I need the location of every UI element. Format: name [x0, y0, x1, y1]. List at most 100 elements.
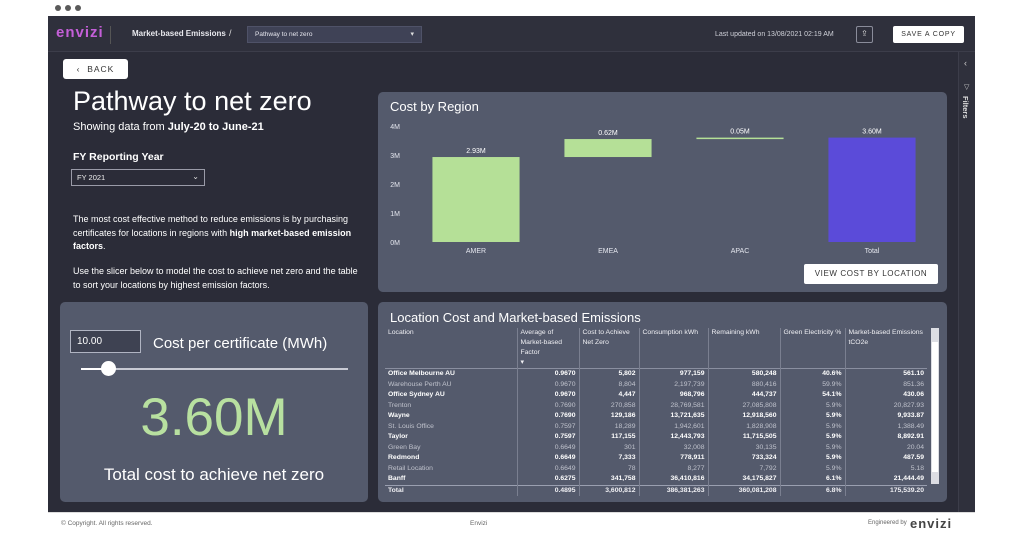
total-cell: 6.8%	[779, 484, 845, 496]
table-cell: 2,197,739	[638, 379, 708, 390]
footer: © Copyright. All rights reserved. Envizi…	[48, 512, 975, 536]
column-header[interactable]: Market-based Emissions tCO2e	[844, 328, 927, 369]
slicer-instructions: Use the slicer below to model the cost t…	[73, 266, 358, 290]
window-chrome	[48, 0, 975, 16]
column-header[interactable]: Green Electricity %	[779, 328, 845, 369]
view-cost-by-location-button[interactable]: VIEW COST BY LOCATION	[804, 264, 938, 284]
fy-dropdown-value: FY 2021	[77, 173, 106, 182]
table-row[interactable]: St. Louis Office 0.7597 18,289 1,942,601 1,8…	[385, 421, 927, 432]
table-cell: 270,858	[578, 400, 639, 411]
cost-slicer-card: 10.00 Cost per certificate (MWh) 3.60M T…	[60, 302, 368, 502]
slider-track[interactable]	[81, 368, 348, 370]
table-cell: 880,416	[707, 379, 780, 390]
table-cell: 5.9%	[779, 453, 845, 464]
breadcrumb[interactable]: Market-based Emissions	[132, 29, 226, 38]
table-cell: 0.7690	[516, 400, 579, 411]
table-row[interactable]: Taylor 0.7597 117,155 12,443,793 11,715,505 5…	[385, 432, 927, 443]
description-paragraph: The most cost effective method to reduce…	[73, 213, 363, 254]
fy-label: FY Reporting Year	[73, 151, 164, 163]
subtitle-range: July-20 to June-21	[167, 121, 264, 133]
table-row[interactable]: Trenton 0.7690 270,858 28,769,581 27,085,808…	[385, 400, 927, 411]
table-cell: 778,911	[638, 453, 708, 464]
table-cell: 0.6275	[516, 474, 579, 485]
table-row[interactable]: Banff 0.6275 341,758 36,410,816 34,175,827 6.…	[385, 474, 927, 485]
bar-amer	[432, 157, 520, 242]
table-row[interactable]: Retail Location 0.6649 78 8,277 7,792 5.9% 5.1…	[385, 463, 927, 474]
table-title: Location Cost and Market-based Emissions	[390, 310, 641, 325]
table-cell: 733,324	[707, 453, 780, 464]
table-row[interactable]: Office Melbourne AU 0.9670 5,802 977,159 580…	[385, 368, 927, 380]
table-cell: 5.9%	[779, 411, 845, 422]
table-cell: 12,443,793	[638, 432, 708, 443]
table-cell: 0.7597	[516, 432, 579, 443]
table-cell: 34,175,827	[707, 474, 780, 485]
table-row[interactable]: Office Sydney AU 0.9670 4,447 968,796 444,73…	[385, 390, 927, 401]
table-cell: 40.6%	[779, 368, 845, 380]
table-scrollbar[interactable]	[931, 328, 939, 484]
fy-dropdown[interactable]: FY 2021 ⌄	[71, 169, 205, 186]
x-tick-label: AMER	[466, 248, 486, 255]
table-cell: 78	[578, 463, 639, 474]
table-cell: 54.1%	[779, 390, 845, 401]
total-cell: Total	[385, 484, 517, 496]
column-header[interactable]: Location	[388, 329, 414, 336]
total-cell: 386,381,263	[638, 484, 708, 496]
table-row[interactable]: Wayne 0.7690 129,186 13,721,635 12,918,560 5.…	[385, 411, 927, 422]
app-window: envizi Market-based Emissions / Pathway …	[48, 0, 975, 536]
subtitle-prefix: Showing data from	[73, 121, 168, 133]
data-label: 0.62M	[598, 130, 618, 137]
data-label: 2.93M	[466, 148, 486, 155]
divider	[110, 26, 111, 44]
table-cell: 444,737	[707, 390, 780, 401]
filter-icon: ▽	[964, 84, 970, 91]
table-cell: Wayne	[388, 412, 410, 419]
window-dot-icon[interactable]	[65, 5, 71, 11]
table-row[interactable]: Warehouse Perth AU 0.9670 8,804 2,197,739 88…	[385, 379, 927, 390]
share-button[interactable]: ⇪	[856, 26, 873, 43]
table-cell: 0.9670	[516, 368, 579, 380]
table-row[interactable]: Green Bay 0.6649 301 32,008 30,135 5.9% 20.04	[385, 442, 927, 453]
column-header-sorted[interactable]: Average of Market-based Factor ▾	[516, 328, 579, 369]
column-header[interactable]: Cost to Achieve Net Zero	[578, 328, 639, 369]
y-tick-label: 1M	[390, 211, 400, 218]
column-header[interactable]: Consumption kWh	[638, 328, 708, 369]
table-cell: Retail Location	[388, 464, 433, 472]
chevron-down-icon: ⌄	[192, 172, 199, 181]
table-cell: 27,085,808	[707, 400, 780, 411]
table-cell: 5.9%	[779, 442, 845, 453]
table-cell: 13,721,635	[638, 411, 708, 422]
table-cell: Office Sydney AU	[388, 391, 445, 398]
window-dot-icon[interactable]	[75, 5, 81, 11]
view-dropdown[interactable]: Pathway to net zero ▾	[247, 26, 422, 43]
table-cell: 977,159	[638, 368, 708, 380]
table-cell: 21,444.49	[844, 474, 927, 485]
table-cell: Taylor	[388, 433, 408, 440]
x-tick-label: APAC	[731, 248, 750, 255]
save-copy-button[interactable]: SAVE A COPY	[893, 26, 964, 43]
table-cell: 20,827.93	[844, 400, 927, 411]
scrollbar-thumb[interactable]	[932, 342, 938, 472]
total-cell: 3,600,812	[578, 484, 639, 496]
table-cell: Office Melbourne AU	[385, 368, 517, 380]
table-cell: 5.9%	[779, 463, 845, 474]
table-row[interactable]: Redmond 0.6649 7,333 778,911 733,324 5.9% 487.…	[385, 453, 927, 464]
y-tick-label: 3M	[390, 153, 400, 160]
total-cell: 0.4895	[516, 484, 579, 496]
chevron-left-icon[interactable]: ‹	[964, 58, 967, 68]
table-cell: 0.7690	[516, 411, 579, 422]
filters-label: Filters	[961, 96, 970, 119]
table-cell: 20.04	[844, 442, 927, 453]
table-cell: 8,804	[578, 379, 639, 390]
bar-apac	[696, 137, 784, 140]
engineered-by-text: Engineered by	[868, 520, 907, 526]
table-cell: 5.9%	[779, 400, 845, 411]
chart-title: Cost by Region	[390, 99, 479, 114]
y-tick-label: 0M	[390, 240, 400, 247]
window-dot-icon[interactable]	[55, 5, 61, 11]
cost-per-certificate-input[interactable]: 10.00	[70, 330, 141, 353]
table-cell: 341,758	[578, 474, 639, 485]
back-button[interactable]: ‹ BACK	[63, 59, 128, 79]
column-header[interactable]: Remaining kWh	[707, 328, 780, 369]
filters-pane[interactable]: ‹ ▽ Filters	[958, 52, 975, 512]
slider-thumb[interactable]	[100, 361, 116, 376]
